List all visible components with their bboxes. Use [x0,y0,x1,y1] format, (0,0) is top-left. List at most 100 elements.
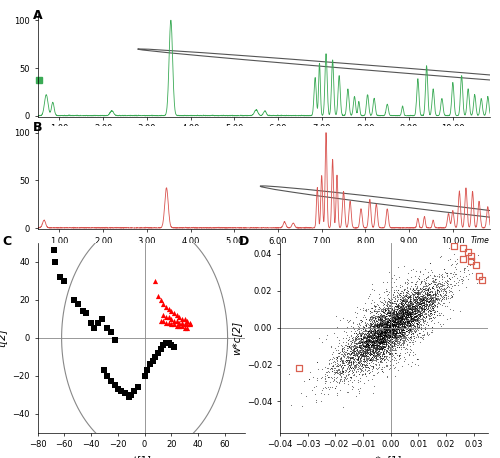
Point [344,367,352,375]
Point [386,308,394,315]
Point [376,333,384,340]
Point [367,316,375,324]
Point [368,348,376,355]
Point [392,324,400,331]
Point [430,298,438,305]
Point [412,309,420,316]
Point [417,297,425,304]
Point [432,286,440,294]
Point [344,336,352,344]
Point [396,317,404,325]
Point [358,332,366,339]
Point [394,323,402,330]
Point [412,280,420,287]
Point [374,328,382,336]
Point [380,319,388,327]
Point [365,344,373,352]
Point [391,326,399,333]
Point [446,280,454,288]
Point [386,338,394,345]
Point [407,305,415,313]
Point [103,325,111,332]
Point [437,280,445,288]
Point [374,325,382,332]
Point [424,301,432,309]
Point [377,327,385,335]
Point [380,325,388,333]
Point [419,291,427,299]
Point [408,300,416,308]
Point [382,326,390,333]
Point [373,349,381,356]
Point [396,320,404,327]
Point [382,322,390,329]
Point [420,299,428,306]
Point [422,311,430,318]
Point [402,296,409,303]
Point [406,315,413,322]
Point [384,330,392,338]
Point [378,324,386,331]
Point [404,276,412,284]
Point [382,327,390,334]
Point [400,294,407,301]
Point [380,320,388,327]
Point [403,309,411,316]
Point [420,300,428,308]
Point [356,369,364,376]
Point [408,308,416,316]
Point [424,302,432,310]
Point [370,321,378,328]
Point [431,289,439,296]
Point [413,298,421,305]
Point [406,312,413,320]
Point [400,327,408,334]
Point [404,318,411,325]
Point [413,291,421,298]
Point [408,303,416,310]
Point [372,323,380,330]
Point [401,309,409,316]
Point [400,332,408,339]
Point [404,309,412,316]
Point [420,305,428,312]
Point [417,294,425,302]
Point [386,332,394,339]
Point [308,386,316,393]
Point [416,307,424,314]
Point [358,345,366,353]
Point [379,322,387,330]
Point [378,315,386,322]
Point [415,293,423,300]
Point [350,348,358,355]
Point [404,326,412,333]
Point [396,314,404,321]
Point [411,309,419,316]
Point [418,292,426,300]
Point [349,353,357,360]
Point [388,321,396,328]
Point [391,349,399,356]
Point [391,334,399,341]
Point [346,363,354,371]
Point [364,294,372,301]
Point [397,316,405,323]
Point [368,338,376,345]
Point [413,355,421,363]
Point [318,366,326,373]
Point [380,332,388,339]
Point [413,296,421,303]
Point [448,287,456,294]
Point [406,321,413,328]
Point [362,307,370,315]
Point [354,349,362,356]
Point [423,297,431,305]
Point [416,308,424,315]
Point [430,282,438,289]
Point [362,359,370,366]
Point [362,364,370,371]
Point [368,341,376,348]
Point [364,347,372,354]
Point [376,341,384,349]
Point [366,328,374,336]
